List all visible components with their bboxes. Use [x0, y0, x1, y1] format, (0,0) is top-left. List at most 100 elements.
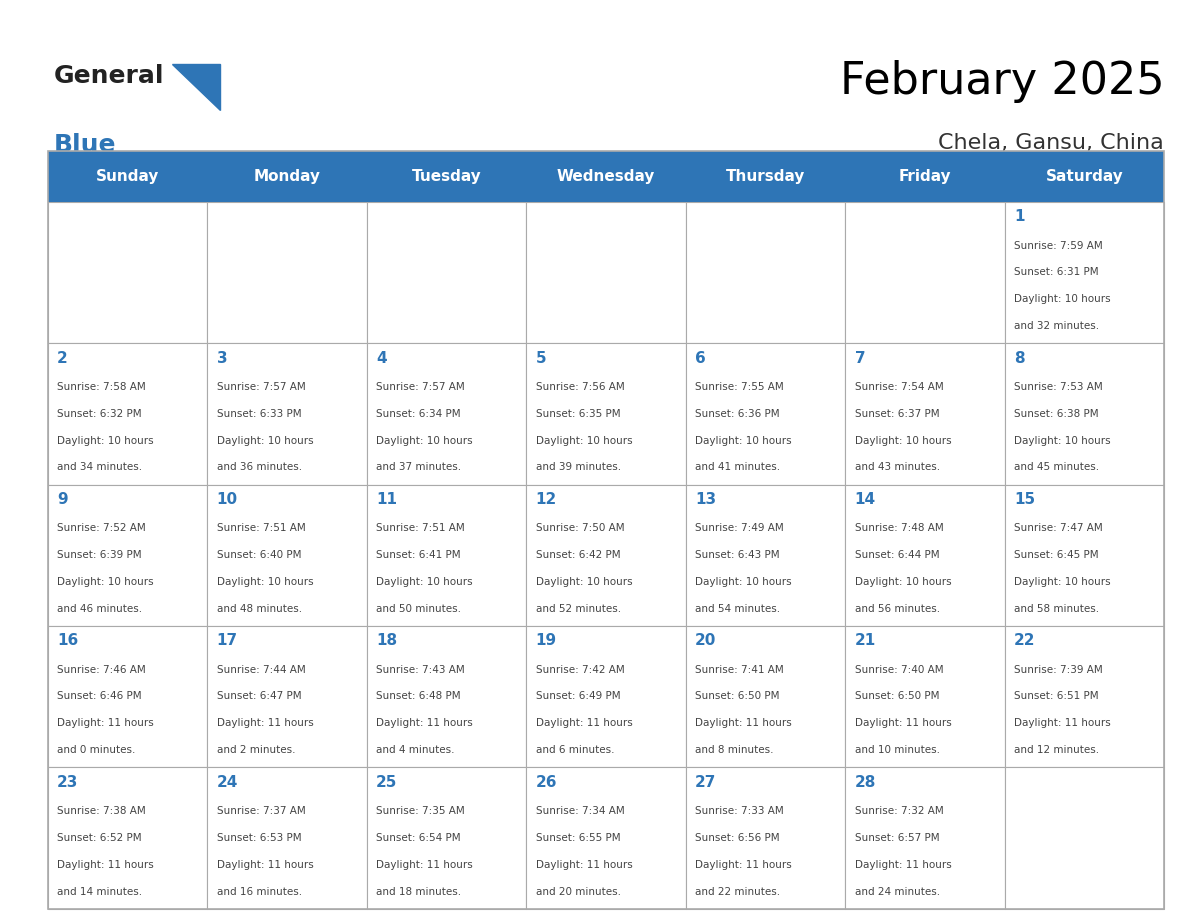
Text: Sunrise: 7:43 AM: Sunrise: 7:43 AM — [377, 665, 465, 675]
Text: 19: 19 — [536, 633, 557, 648]
FancyBboxPatch shape — [48, 485, 207, 626]
Text: Daylight: 10 hours: Daylight: 10 hours — [695, 577, 791, 587]
Text: Sunset: 6:44 PM: Sunset: 6:44 PM — [854, 550, 940, 560]
Text: 25: 25 — [377, 775, 398, 789]
FancyBboxPatch shape — [685, 202, 845, 343]
Text: Daylight: 11 hours: Daylight: 11 hours — [695, 719, 792, 728]
Text: Tuesday: Tuesday — [411, 169, 481, 185]
Text: Sunrise: 7:53 AM: Sunrise: 7:53 AM — [1015, 382, 1102, 392]
FancyBboxPatch shape — [207, 767, 367, 909]
Text: Daylight: 11 hours: Daylight: 11 hours — [57, 719, 153, 728]
Text: 23: 23 — [57, 775, 78, 789]
Text: 7: 7 — [854, 351, 865, 365]
Text: 21: 21 — [854, 633, 876, 648]
FancyBboxPatch shape — [845, 343, 1005, 485]
Text: 9: 9 — [57, 492, 68, 507]
Text: Daylight: 10 hours: Daylight: 10 hours — [216, 436, 314, 445]
FancyBboxPatch shape — [207, 485, 367, 626]
FancyBboxPatch shape — [367, 626, 526, 767]
Text: Sunday: Sunday — [95, 169, 159, 185]
Text: Sunrise: 7:41 AM: Sunrise: 7:41 AM — [695, 665, 784, 675]
Text: 27: 27 — [695, 775, 716, 789]
Text: and 4 minutes.: and 4 minutes. — [377, 745, 455, 756]
Text: Daylight: 10 hours: Daylight: 10 hours — [695, 436, 791, 445]
Text: Daylight: 11 hours: Daylight: 11 hours — [57, 860, 153, 869]
Text: Sunrise: 7:48 AM: Sunrise: 7:48 AM — [854, 523, 943, 533]
FancyBboxPatch shape — [1005, 626, 1164, 767]
Text: Daylight: 11 hours: Daylight: 11 hours — [536, 860, 632, 869]
Text: Sunset: 6:40 PM: Sunset: 6:40 PM — [216, 550, 301, 560]
FancyBboxPatch shape — [1005, 485, 1164, 626]
Text: 1: 1 — [1015, 209, 1025, 224]
Text: Blue: Blue — [53, 133, 116, 157]
Text: 3: 3 — [216, 351, 227, 365]
Text: Sunrise: 7:37 AM: Sunrise: 7:37 AM — [216, 806, 305, 816]
FancyBboxPatch shape — [845, 485, 1005, 626]
Text: Daylight: 10 hours: Daylight: 10 hours — [57, 577, 153, 587]
Text: 5: 5 — [536, 351, 546, 365]
Text: Sunset: 6:43 PM: Sunset: 6:43 PM — [695, 550, 779, 560]
Text: and 43 minutes.: and 43 minutes. — [854, 463, 940, 473]
Text: Sunset: 6:49 PM: Sunset: 6:49 PM — [536, 691, 620, 701]
Text: Sunrise: 7:57 AM: Sunrise: 7:57 AM — [216, 382, 305, 392]
Text: Sunrise: 7:59 AM: Sunrise: 7:59 AM — [1015, 241, 1102, 251]
Text: and 48 minutes.: and 48 minutes. — [216, 604, 302, 614]
Text: Sunset: 6:38 PM: Sunset: 6:38 PM — [1015, 409, 1099, 419]
Text: 13: 13 — [695, 492, 716, 507]
Text: Sunrise: 7:54 AM: Sunrise: 7:54 AM — [854, 382, 943, 392]
Text: Sunrise: 7:58 AM: Sunrise: 7:58 AM — [57, 382, 146, 392]
FancyBboxPatch shape — [48, 626, 207, 767]
FancyBboxPatch shape — [1005, 767, 1164, 909]
Text: Sunset: 6:33 PM: Sunset: 6:33 PM — [216, 409, 302, 419]
Text: Sunrise: 7:40 AM: Sunrise: 7:40 AM — [854, 665, 943, 675]
Text: Sunset: 6:34 PM: Sunset: 6:34 PM — [377, 409, 461, 419]
Text: Sunset: 6:32 PM: Sunset: 6:32 PM — [57, 409, 141, 419]
FancyBboxPatch shape — [845, 202, 1005, 343]
FancyBboxPatch shape — [845, 626, 1005, 767]
Text: Sunrise: 7:49 AM: Sunrise: 7:49 AM — [695, 523, 784, 533]
Text: Sunset: 6:46 PM: Sunset: 6:46 PM — [57, 691, 141, 701]
Text: Sunrise: 7:39 AM: Sunrise: 7:39 AM — [1015, 665, 1102, 675]
Text: Daylight: 10 hours: Daylight: 10 hours — [536, 577, 632, 587]
Text: Daylight: 11 hours: Daylight: 11 hours — [695, 860, 792, 869]
Text: Sunset: 6:41 PM: Sunset: 6:41 PM — [377, 550, 461, 560]
Text: and 37 minutes.: and 37 minutes. — [377, 463, 461, 473]
FancyBboxPatch shape — [845, 767, 1005, 909]
Text: Sunset: 6:42 PM: Sunset: 6:42 PM — [536, 550, 620, 560]
FancyBboxPatch shape — [685, 343, 845, 485]
Text: 22: 22 — [1015, 633, 1036, 648]
FancyBboxPatch shape — [1005, 343, 1164, 485]
Text: and 12 minutes.: and 12 minutes. — [1015, 745, 1099, 756]
Text: Sunrise: 7:56 AM: Sunrise: 7:56 AM — [536, 382, 625, 392]
Text: 14: 14 — [854, 492, 876, 507]
Text: and 34 minutes.: and 34 minutes. — [57, 463, 143, 473]
Text: and 22 minutes.: and 22 minutes. — [695, 887, 781, 897]
FancyBboxPatch shape — [526, 202, 685, 343]
Text: Daylight: 10 hours: Daylight: 10 hours — [1015, 295, 1111, 304]
Text: Sunrise: 7:44 AM: Sunrise: 7:44 AM — [216, 665, 305, 675]
Text: and 36 minutes.: and 36 minutes. — [216, 463, 302, 473]
Text: Sunrise: 7:47 AM: Sunrise: 7:47 AM — [1015, 523, 1102, 533]
Text: Daylight: 10 hours: Daylight: 10 hours — [377, 577, 473, 587]
Text: Daylight: 10 hours: Daylight: 10 hours — [377, 436, 473, 445]
Text: 24: 24 — [216, 775, 238, 789]
Text: Daylight: 10 hours: Daylight: 10 hours — [854, 436, 952, 445]
Text: Sunrise: 7:52 AM: Sunrise: 7:52 AM — [57, 523, 146, 533]
Text: 2: 2 — [57, 351, 68, 365]
Text: and 50 minutes.: and 50 minutes. — [377, 604, 461, 614]
Text: February 2025: February 2025 — [840, 60, 1164, 103]
Text: Daylight: 11 hours: Daylight: 11 hours — [216, 860, 314, 869]
Text: Chela, Gansu, China: Chela, Gansu, China — [939, 133, 1164, 153]
Text: Wednesday: Wednesday — [557, 169, 655, 185]
Text: Monday: Monday — [253, 169, 321, 185]
Text: Sunrise: 7:51 AM: Sunrise: 7:51 AM — [377, 523, 465, 533]
Text: Daylight: 10 hours: Daylight: 10 hours — [854, 577, 952, 587]
FancyBboxPatch shape — [526, 343, 685, 485]
Text: Sunrise: 7:33 AM: Sunrise: 7:33 AM — [695, 806, 784, 816]
Text: Sunrise: 7:50 AM: Sunrise: 7:50 AM — [536, 523, 624, 533]
FancyBboxPatch shape — [1005, 202, 1164, 343]
Text: Sunrise: 7:42 AM: Sunrise: 7:42 AM — [536, 665, 625, 675]
Text: Saturday: Saturday — [1045, 169, 1124, 185]
Text: Sunset: 6:56 PM: Sunset: 6:56 PM — [695, 833, 779, 843]
FancyBboxPatch shape — [367, 202, 526, 343]
